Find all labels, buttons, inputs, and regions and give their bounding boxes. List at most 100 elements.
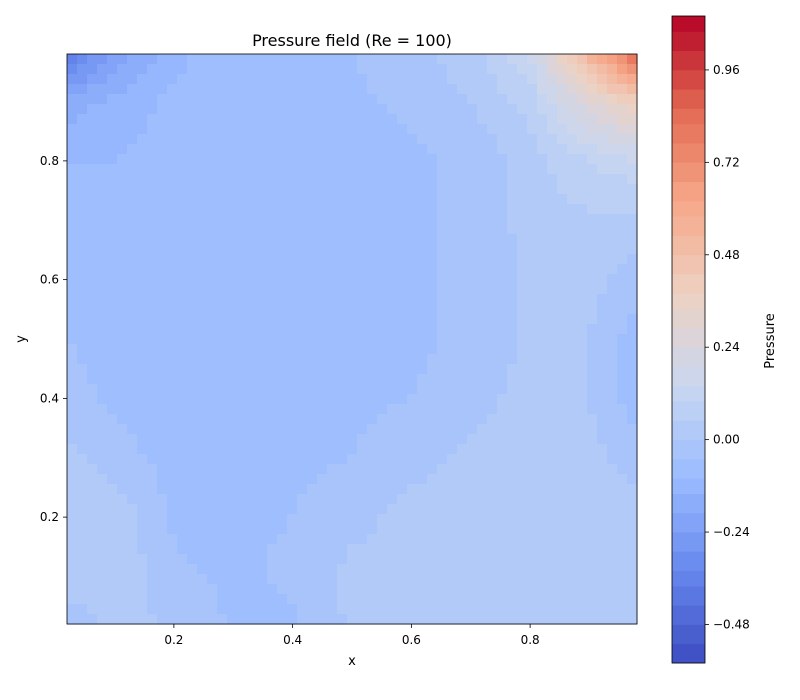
contour-cell: [517, 484, 528, 495]
contour-cell: [437, 294, 448, 305]
contour-cell: [277, 134, 288, 145]
contour-cell: [417, 314, 428, 325]
contour-cell: [197, 284, 208, 295]
contour-cell: [337, 434, 348, 445]
contour-cell: [627, 124, 638, 135]
contour-cell: [487, 154, 498, 165]
contour-cell: [547, 54, 558, 65]
contour-cell: [407, 324, 418, 335]
colorbar-band: [672, 585, 705, 606]
colorbar-tick-label: 0.24: [713, 340, 740, 354]
contour-cell: [367, 284, 378, 295]
contour-cell: [577, 324, 588, 335]
contour-cell: [207, 544, 218, 555]
contour-cell: [567, 494, 578, 505]
contour-cell: [117, 594, 128, 605]
contour-cell: [397, 264, 408, 275]
contour-cell: [227, 244, 238, 255]
contour-cell: [357, 584, 368, 595]
colorbar-band: [672, 570, 705, 587]
contour-cell: [357, 444, 368, 455]
contour-cell: [527, 574, 538, 585]
contour-cell: [377, 194, 388, 205]
contour-cell: [327, 214, 338, 225]
contour-cell: [617, 454, 628, 465]
contour-cell: [167, 164, 178, 175]
contour-cell: [307, 584, 318, 595]
contour-cell: [67, 334, 78, 345]
contour-cell: [527, 504, 538, 515]
contour-cell: [407, 114, 418, 125]
contour-cell: [547, 314, 558, 325]
contour-cell: [477, 534, 488, 545]
contour-cell: [577, 74, 588, 85]
contour-cell: [97, 514, 108, 525]
contour-cell: [447, 354, 458, 365]
contour-cell: [257, 184, 268, 195]
contour-cell: [287, 544, 298, 555]
contour-cell: [437, 284, 448, 295]
contour-cell: [247, 94, 258, 105]
contour-cell: [367, 264, 378, 275]
contour-cell: [367, 304, 378, 315]
contour-cell: [447, 104, 458, 115]
contour-cell: [517, 74, 528, 85]
contour-cell: [117, 524, 128, 535]
contour-cell: [77, 324, 88, 335]
contour-cell: [347, 534, 358, 545]
contour-cell: [297, 254, 308, 265]
contour-cell: [397, 144, 408, 155]
contour-cell: [517, 354, 528, 365]
contour-cell: [277, 534, 288, 545]
contour-cell: [227, 234, 238, 245]
contour-cell: [527, 344, 538, 355]
contour-cell: [247, 244, 258, 255]
contour-cell: [457, 234, 468, 245]
contour-cell: [607, 84, 618, 95]
contour-cell: [487, 124, 498, 135]
contour-cell: [277, 54, 288, 65]
contour-cell: [607, 134, 618, 145]
contour-cell: [227, 614, 238, 625]
contour-cell: [287, 464, 298, 475]
contour-cell: [77, 64, 88, 75]
contour-cell: [187, 424, 198, 435]
contour-cell: [457, 134, 468, 145]
contour-cell: [467, 84, 478, 95]
contour-cell: [87, 474, 98, 485]
contour-cell: [167, 454, 178, 465]
contour-cell: [437, 324, 448, 335]
contour-cell: [137, 134, 148, 145]
contour-cell: [357, 84, 368, 95]
contour-cell: [237, 364, 248, 375]
contour-cell: [467, 454, 478, 465]
contour-cell: [517, 334, 528, 345]
contour-cell: [87, 394, 98, 405]
contour-cell: [137, 514, 148, 525]
contour-cell: [387, 524, 398, 535]
contour-cell: [537, 494, 548, 505]
contour-cell: [187, 284, 198, 295]
contour-cell: [527, 434, 538, 445]
contour-cell: [357, 544, 368, 555]
contour-cell: [117, 534, 128, 545]
contour-cell: [407, 214, 418, 225]
contour-cell: [97, 234, 108, 245]
contour-cell: [127, 64, 138, 75]
contour-cell: [447, 504, 458, 515]
contour-cell: [247, 494, 258, 505]
colorbar-tick-label: 0.00: [713, 433, 740, 447]
contour-cell: [107, 174, 118, 185]
contour-cell: [237, 394, 248, 405]
contour-cell: [517, 84, 528, 95]
contour-cell: [167, 244, 178, 255]
contour-cell: [197, 544, 208, 555]
contour-cell: [267, 584, 278, 595]
contour-cell: [77, 254, 88, 265]
contour-cell: [337, 554, 348, 565]
contour-cell: [67, 94, 78, 105]
contour-cell: [177, 104, 188, 115]
contour-cell: [177, 394, 188, 405]
contour-cell: [257, 474, 268, 485]
contour-cell: [627, 404, 638, 415]
